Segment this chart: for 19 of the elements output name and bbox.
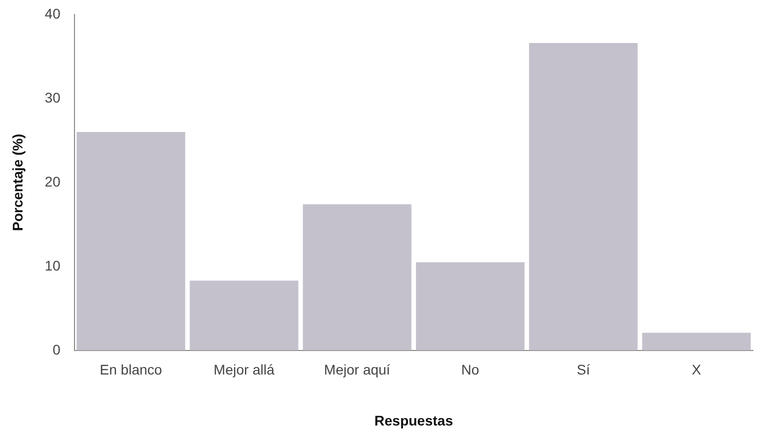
bar — [529, 42, 638, 350]
x-tick-label: Mejor aquí — [324, 362, 390, 378]
y-tick-label: 10 — [44, 257, 61, 274]
y-tick-label: 0 — [52, 341, 61, 358]
bar — [416, 262, 525, 350]
x-tick-label: No — [461, 362, 480, 378]
x-tick-label: X — [692, 362, 702, 378]
y-tick-label: 20 — [44, 173, 61, 190]
y-tick-label: 30 — [44, 89, 61, 106]
y-axis-title: Porcentaje (%) — [9, 134, 26, 232]
bar — [190, 280, 298, 350]
x-axis-title: Respuestas — [374, 412, 454, 428]
y-tick-label: 40 — [44, 5, 61, 22]
bar — [642, 332, 751, 350]
bar — [76, 132, 186, 350]
x-tick-label: Sí — [576, 362, 590, 378]
x-tick-label: Mejor allá — [214, 362, 275, 378]
bar — [302, 204, 412, 350]
x-tick-label: En blanco — [100, 362, 162, 378]
